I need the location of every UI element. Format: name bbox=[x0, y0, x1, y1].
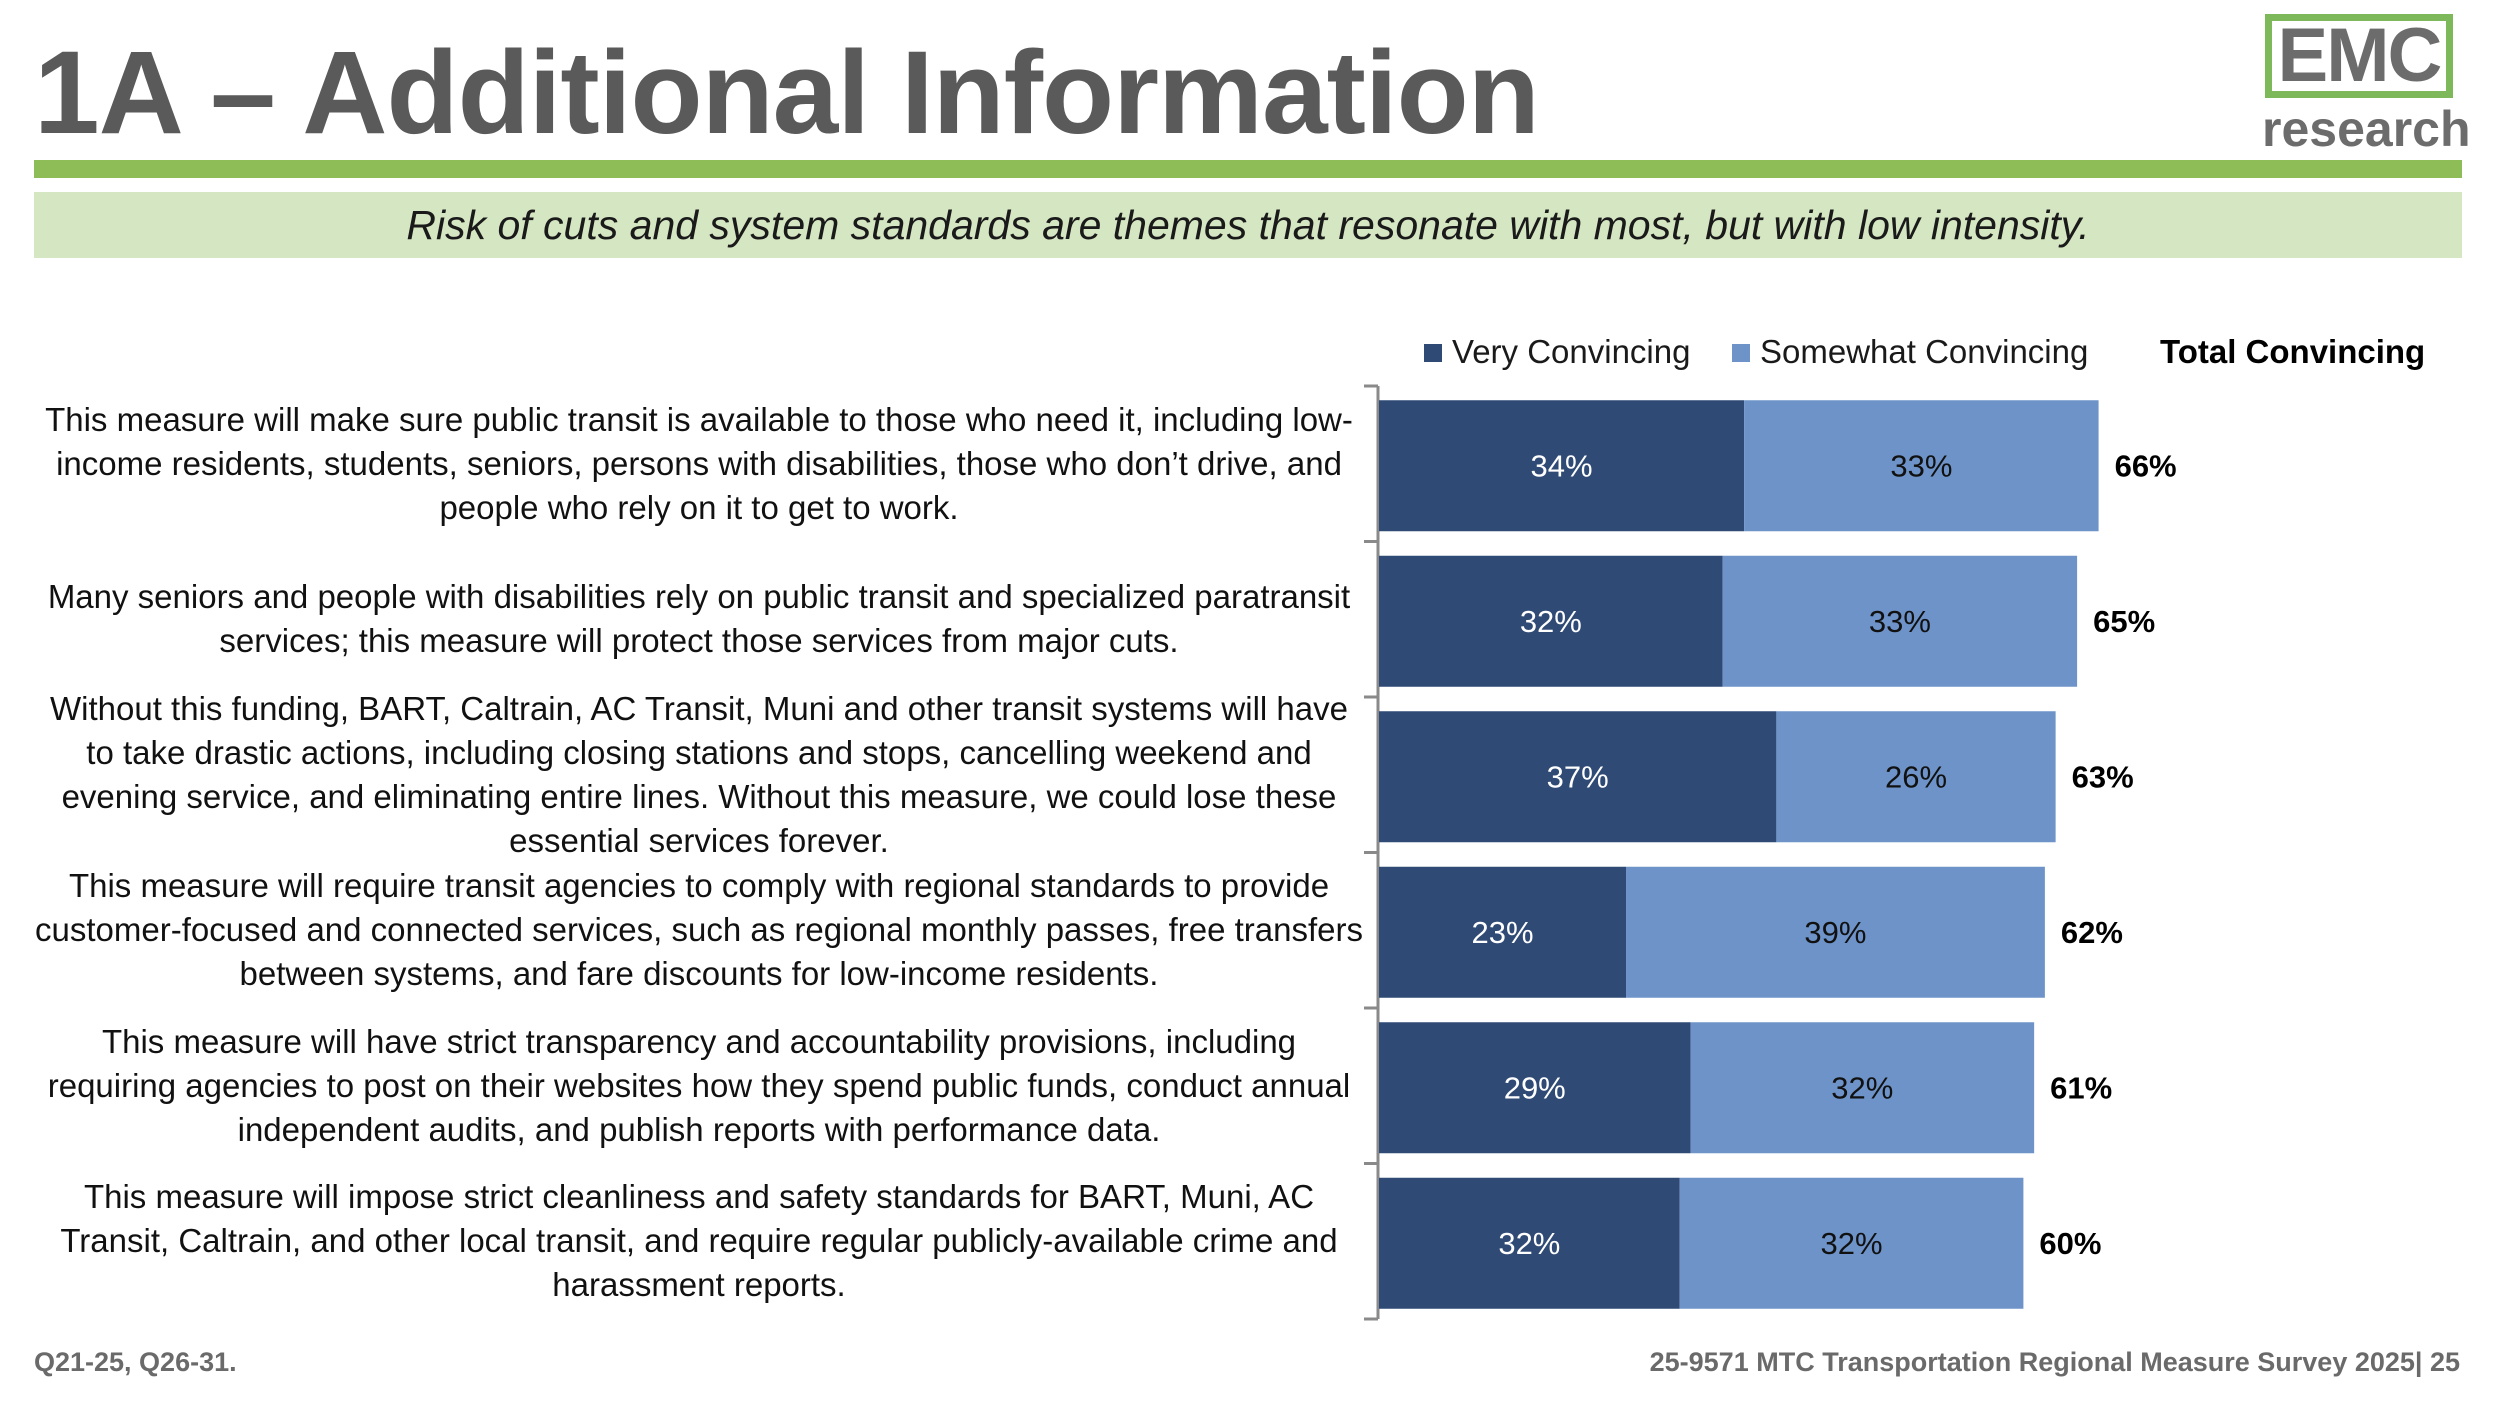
bar-very-convincing bbox=[1379, 1177, 1680, 1309]
bar-very-convincing bbox=[1379, 400, 1745, 532]
footer-question-ref: Q21-25, Q26-31. bbox=[34, 1347, 237, 1377]
total-convincing-label: 65% bbox=[2093, 604, 2155, 639]
total-convincing-label: 60% bbox=[2039, 1226, 2101, 1261]
bar-somewhat-convincing bbox=[1626, 866, 2045, 998]
bar-somewhat-convincing bbox=[1690, 1022, 2035, 1154]
data-label-somewhat-convincing: 32% bbox=[1821, 1226, 1883, 1261]
logo-text-research: research bbox=[2262, 101, 2471, 157]
title-divider bbox=[34, 160, 2462, 178]
total-convincing-label: 62% bbox=[2061, 915, 2123, 950]
data-label-very-convincing: 32% bbox=[1498, 1226, 1560, 1261]
bar-very-convincing bbox=[1379, 711, 1777, 843]
data-label-very-convincing: 32% bbox=[1520, 604, 1582, 639]
bar-somewhat-convincing bbox=[1722, 555, 2078, 687]
data-label-very-convincing: 34% bbox=[1531, 448, 1593, 483]
bar-somewhat-convincing bbox=[1776, 711, 2056, 843]
total-convincing-label: 61% bbox=[2050, 1070, 2112, 1105]
data-label-somewhat-convincing: 33% bbox=[1869, 604, 1931, 639]
subtitle: Risk of cuts and system standards are th… bbox=[406, 202, 2090, 248]
data-label-somewhat-convincing: 26% bbox=[1885, 759, 1947, 794]
data-label-somewhat-convincing: 32% bbox=[1831, 1070, 1893, 1105]
emc-research-logo: EMC research bbox=[2262, 10, 2471, 157]
bar-somewhat-convincing bbox=[1744, 400, 2099, 532]
data-label-somewhat-convincing: 33% bbox=[1890, 448, 1952, 483]
legend-label-somewhat-convincing: Somewhat Convincing bbox=[1760, 333, 2089, 370]
data-label-very-convincing: 37% bbox=[1547, 759, 1609, 794]
chart-legend: Very Convincing Somewhat Convincing Tota… bbox=[0, 330, 2500, 374]
footer-survey-ref: 25-9571 MTC Transportation Regional Meas… bbox=[1649, 1347, 2460, 1377]
bar-somewhat-convincing bbox=[1679, 1177, 2024, 1309]
logo-text-emc: EMC bbox=[2277, 13, 2443, 98]
category-label: This measure will make sure public trans… bbox=[45, 400, 1353, 526]
legend-label-very-convincing: Very Convincing bbox=[1452, 333, 1691, 370]
bar-very-convincing bbox=[1379, 555, 1723, 687]
legend-swatch-very-convincing bbox=[1424, 344, 1442, 362]
category-label: This measure will require transit agenci… bbox=[35, 867, 1363, 993]
logo-frame bbox=[2265, 14, 2453, 98]
category-label: Many seniors and people with disabilitie… bbox=[47, 578, 1351, 660]
category-label: This measure will impose strict cleanlin… bbox=[60, 1178, 1338, 1304]
data-label-somewhat-convincing: 39% bbox=[1804, 915, 1866, 950]
data-label-very-convincing: 29% bbox=[1504, 1070, 1566, 1105]
subtitle-band: Risk of cuts and system standards are th… bbox=[34, 192, 2462, 258]
bar-very-convincing bbox=[1379, 866, 1627, 998]
data-label-very-convincing: 23% bbox=[1471, 915, 1533, 950]
legend-swatch-somewhat-convincing bbox=[1732, 344, 1750, 362]
total-convincing-header: Total Convincing bbox=[2160, 333, 2426, 370]
category-label: This measure will have strict transparen… bbox=[47, 1022, 1351, 1148]
page-title: 1A – Additional Information bbox=[34, 27, 1540, 159]
total-convincing-label: 66% bbox=[2115, 448, 2177, 483]
total-convincing-label: 63% bbox=[2072, 759, 2134, 794]
bar-very-convincing bbox=[1379, 1022, 1691, 1154]
